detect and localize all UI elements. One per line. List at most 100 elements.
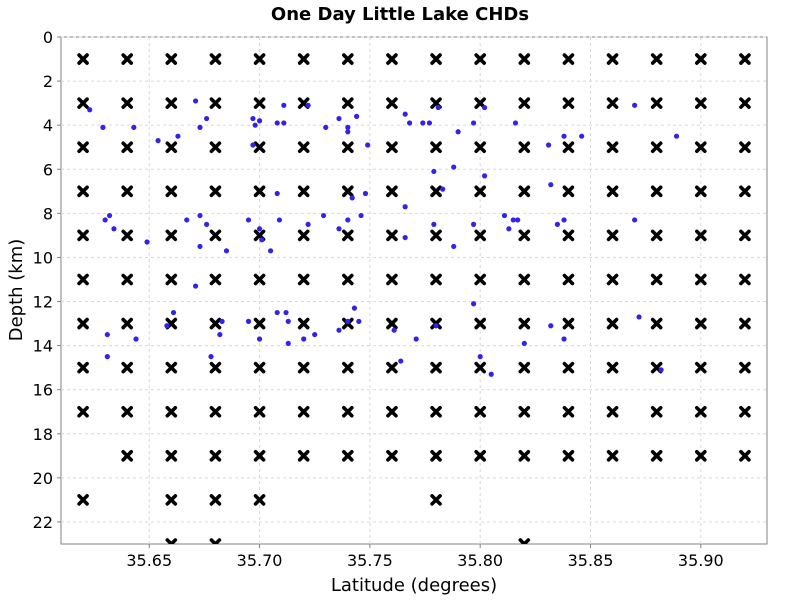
y-axis-label: Depth (km) (6, 239, 27, 342)
x-marker-point (121, 185, 133, 198)
x-marker-point (474, 273, 486, 286)
dot-marker-point (267, 248, 274, 254)
x-marker-point (165, 229, 178, 242)
dot-marker-point (351, 305, 358, 311)
x-marker-point (77, 317, 89, 330)
x-marker-point (386, 361, 398, 374)
x-marker-point (209, 229, 222, 242)
plot-area (60, 36, 768, 545)
x-marker-point (518, 405, 531, 418)
x-marker-point (121, 273, 133, 286)
x-marker-point (209, 494, 222, 506)
x-marker-point (342, 450, 354, 462)
dot-marker-point (632, 217, 638, 223)
dot-marker-point (673, 133, 680, 139)
dot-marker-point (455, 129, 461, 135)
dot-marker-point (281, 120, 287, 126)
dot-marker-point (636, 314, 642, 320)
dot-marker-point (345, 217, 351, 223)
x-marker-point (430, 450, 442, 462)
dot-marker-point (402, 204, 408, 210)
y-tick-label: 12 (33, 293, 53, 312)
x-marker-point (739, 97, 751, 109)
x-marker-point (430, 185, 442, 198)
series-dot-markers (87, 98, 680, 377)
dot-marker-point (250, 142, 256, 148)
x-marker-point (562, 317, 575, 330)
dot-marker-point (259, 237, 265, 243)
dot-marker-point (548, 323, 554, 329)
dot-marker-point (102, 217, 108, 223)
x-marker-point (253, 361, 266, 374)
x-marker-point (650, 450, 663, 462)
x-marker-point (739, 185, 751, 198)
dot-marker-point (281, 102, 287, 108)
dot-marker-point (406, 120, 413, 126)
x-marker-point (386, 450, 398, 462)
x-marker-point (695, 97, 707, 109)
x-marker-point (474, 450, 486, 462)
x-marker-point (695, 317, 707, 330)
dot-marker-point (345, 318, 351, 324)
x-marker-point (562, 361, 575, 374)
x-marker-point (165, 53, 178, 65)
dot-marker-point (470, 221, 477, 227)
dot-marker-point (274, 309, 280, 316)
y-tick-label: 22 (33, 513, 53, 532)
x-marker-point (253, 317, 266, 330)
dot-marker-point (431, 221, 437, 227)
chart-title: One Day Little Lake CHDs (271, 4, 529, 25)
dot-marker-point (440, 186, 446, 192)
x-marker-point (562, 53, 575, 65)
x-marker-point (430, 361, 442, 374)
x-marker-point (518, 273, 531, 286)
dot-marker-point (245, 318, 252, 324)
dot-marker-point (256, 336, 263, 342)
x-marker-point (77, 141, 89, 154)
x-marker-point (739, 317, 751, 330)
x-marker-point (165, 538, 178, 544)
dot-marker-point (197, 124, 203, 130)
x-marker-point (77, 494, 89, 506)
x-marker-point (650, 97, 663, 109)
x-marker-point (562, 141, 575, 154)
grid-lines (61, 36, 767, 544)
x-marker-point (386, 185, 398, 198)
y-tick-label: 0 (43, 28, 53, 47)
x-marker-point (739, 273, 751, 286)
x-marker-point (739, 450, 751, 462)
x-marker-point (695, 229, 707, 242)
x-marker-point (695, 405, 707, 418)
x-marker-point (430, 273, 442, 286)
y-tick-label: 10 (33, 248, 53, 267)
x-marker-point (695, 273, 707, 286)
x-marker-point (342, 141, 354, 154)
y-tick-label: 14 (33, 337, 53, 356)
x-marker-point (209, 450, 222, 462)
x-marker-point (386, 229, 398, 242)
dot-marker-point (345, 124, 351, 130)
x-marker-point (77, 229, 89, 242)
x-marker-point (77, 361, 89, 374)
x-marker-point (386, 405, 398, 418)
dot-marker-point (362, 190, 369, 197)
x-marker-point (253, 494, 266, 506)
x-marker-point (606, 53, 619, 65)
y-tick-label: 18 (33, 425, 53, 444)
x-marker-point (606, 229, 619, 242)
x-marker-point (342, 53, 354, 65)
dot-marker-point (175, 133, 181, 139)
x-marker-point (121, 317, 133, 330)
dot-marker-point (144, 239, 150, 245)
x-marker-point (297, 141, 310, 154)
dot-marker-point (301, 336, 307, 342)
x-marker-point (695, 450, 707, 462)
x-marker-point (518, 229, 531, 242)
dot-marker-point (426, 120, 433, 126)
x-marker-point (297, 361, 310, 374)
x-marker-point (342, 185, 354, 198)
x-marker-point (386, 53, 398, 65)
dot-marker-point (545, 142, 552, 148)
x-marker-point (297, 317, 310, 330)
